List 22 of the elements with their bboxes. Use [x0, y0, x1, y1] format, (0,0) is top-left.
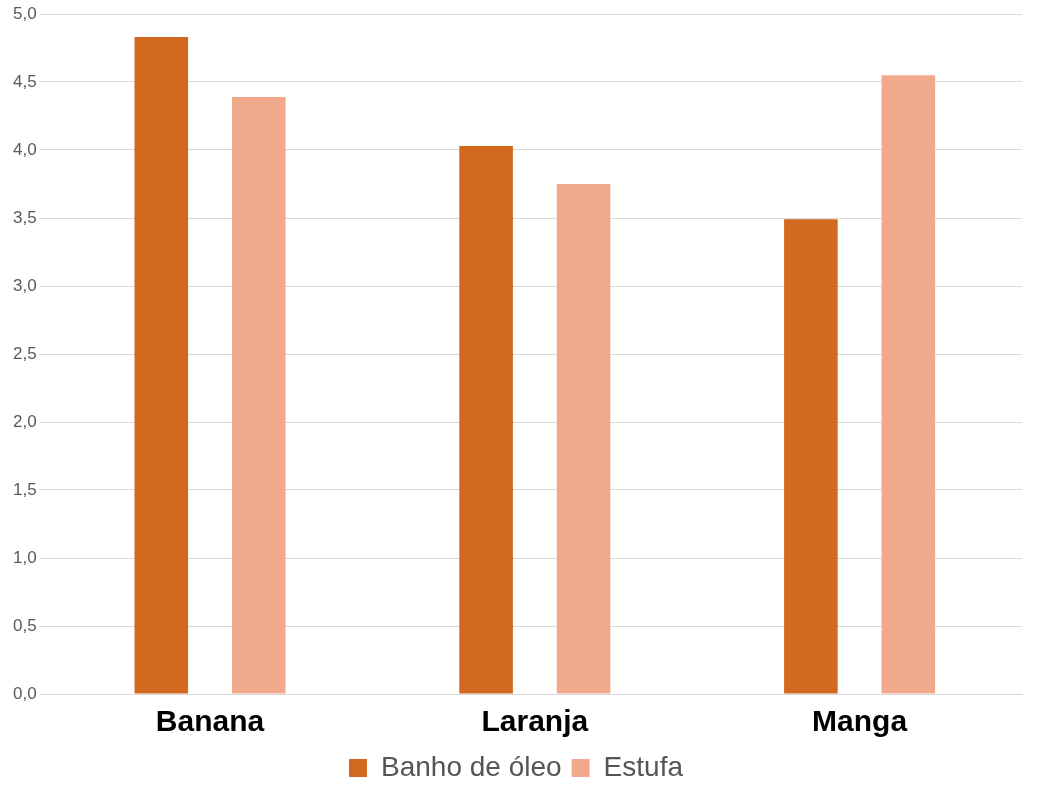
legend-label: Estufa: [603, 750, 684, 782]
y-tick-label: 1,5: [12, 479, 37, 499]
legend-label: Banho de óleo: [381, 750, 562, 782]
x-tick-label: Banana: [155, 704, 265, 738]
bar: [556, 184, 611, 694]
y-tick-label: 3,5: [12, 207, 37, 227]
bar: [881, 75, 936, 694]
y-tick-label: 5,0: [12, 3, 37, 23]
bar: [134, 37, 189, 694]
y-tick-label: 2,5: [12, 343, 37, 363]
y-tick-label: 3,0: [12, 275, 37, 295]
y-tick-label: 1,0: [12, 547, 37, 567]
y-tick-label: 0,0: [12, 683, 37, 703]
bar: [459, 145, 513, 694]
y-tick-label: 0,5: [12, 615, 37, 635]
y-tick-label: 4,0: [12, 139, 37, 159]
bar: [784, 219, 838, 694]
x-tick-label: Manga: [812, 704, 908, 738]
bar: [231, 96, 286, 694]
y-tick-label: 4,5: [12, 71, 37, 91]
x-tick-label: Laranja: [481, 704, 589, 738]
y-tick-label: 2,0: [12, 411, 37, 431]
